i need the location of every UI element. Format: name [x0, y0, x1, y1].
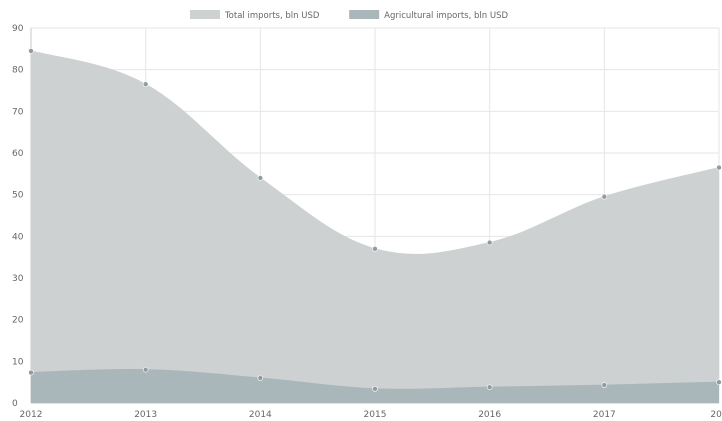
- y-tick-label: 40: [12, 232, 24, 242]
- data-point[interactable]: [486, 384, 493, 390]
- x-axis: 2012 2013 2014 2015 2016 2017 201: [20, 410, 722, 420]
- y-axis: 0 10 20 30 40 50 60 70 80 90: [12, 24, 24, 409]
- x-tick-label: 2012: [20, 410, 43, 420]
- legend-swatch[interactable]: [349, 10, 380, 19]
- x-tick-label: 2015: [364, 410, 387, 420]
- y-tick-label: 50: [12, 191, 24, 201]
- legend-swatch[interactable]: [189, 10, 220, 19]
- x-tick-label: 201: [710, 410, 722, 420]
- data-point[interactable]: [142, 81, 149, 88]
- data-point[interactable]: [716, 164, 722, 171]
- x-tick-label: 2017: [593, 410, 616, 420]
- y-tick-label: 90: [12, 24, 24, 34]
- y-tick-label: 80: [12, 66, 24, 76]
- series-area-1: [31, 369, 719, 403]
- y-tick-label: 20: [12, 316, 24, 326]
- data-point[interactable]: [257, 375, 264, 381]
- data-point[interactable]: [372, 386, 378, 392]
- data-point[interactable]: [28, 48, 34, 54]
- y-tick-label: 30: [12, 274, 24, 284]
- data-point[interactable]: [142, 366, 149, 373]
- chart-legend: Total imports, bln USD Agricultural impor…: [189, 10, 508, 21]
- data-point[interactable]: [716, 379, 722, 385]
- data-point[interactable]: [601, 193, 608, 200]
- series-points: [28, 48, 722, 392]
- data-point[interactable]: [257, 175, 264, 181]
- x-tick-label: 2016: [478, 410, 501, 420]
- x-tick-label: 2014: [249, 410, 272, 420]
- data-point[interactable]: [372, 246, 378, 252]
- data-point[interactable]: [28, 369, 34, 376]
- y-tick-label: 10: [12, 357, 24, 367]
- data-point[interactable]: [601, 382, 608, 388]
- legend-label[interactable]: Total imports, bln USD: [224, 11, 320, 21]
- x-tick-label: 2013: [134, 410, 157, 420]
- y-tick-label: 0: [12, 399, 18, 409]
- legend-label[interactable]: Agricultural imports, bln USD: [384, 11, 508, 21]
- data-point[interactable]: [486, 239, 493, 246]
- y-tick-label: 60: [12, 149, 24, 159]
- series-area-0: [31, 50, 719, 404]
- y-tick-label: 70: [12, 107, 24, 117]
